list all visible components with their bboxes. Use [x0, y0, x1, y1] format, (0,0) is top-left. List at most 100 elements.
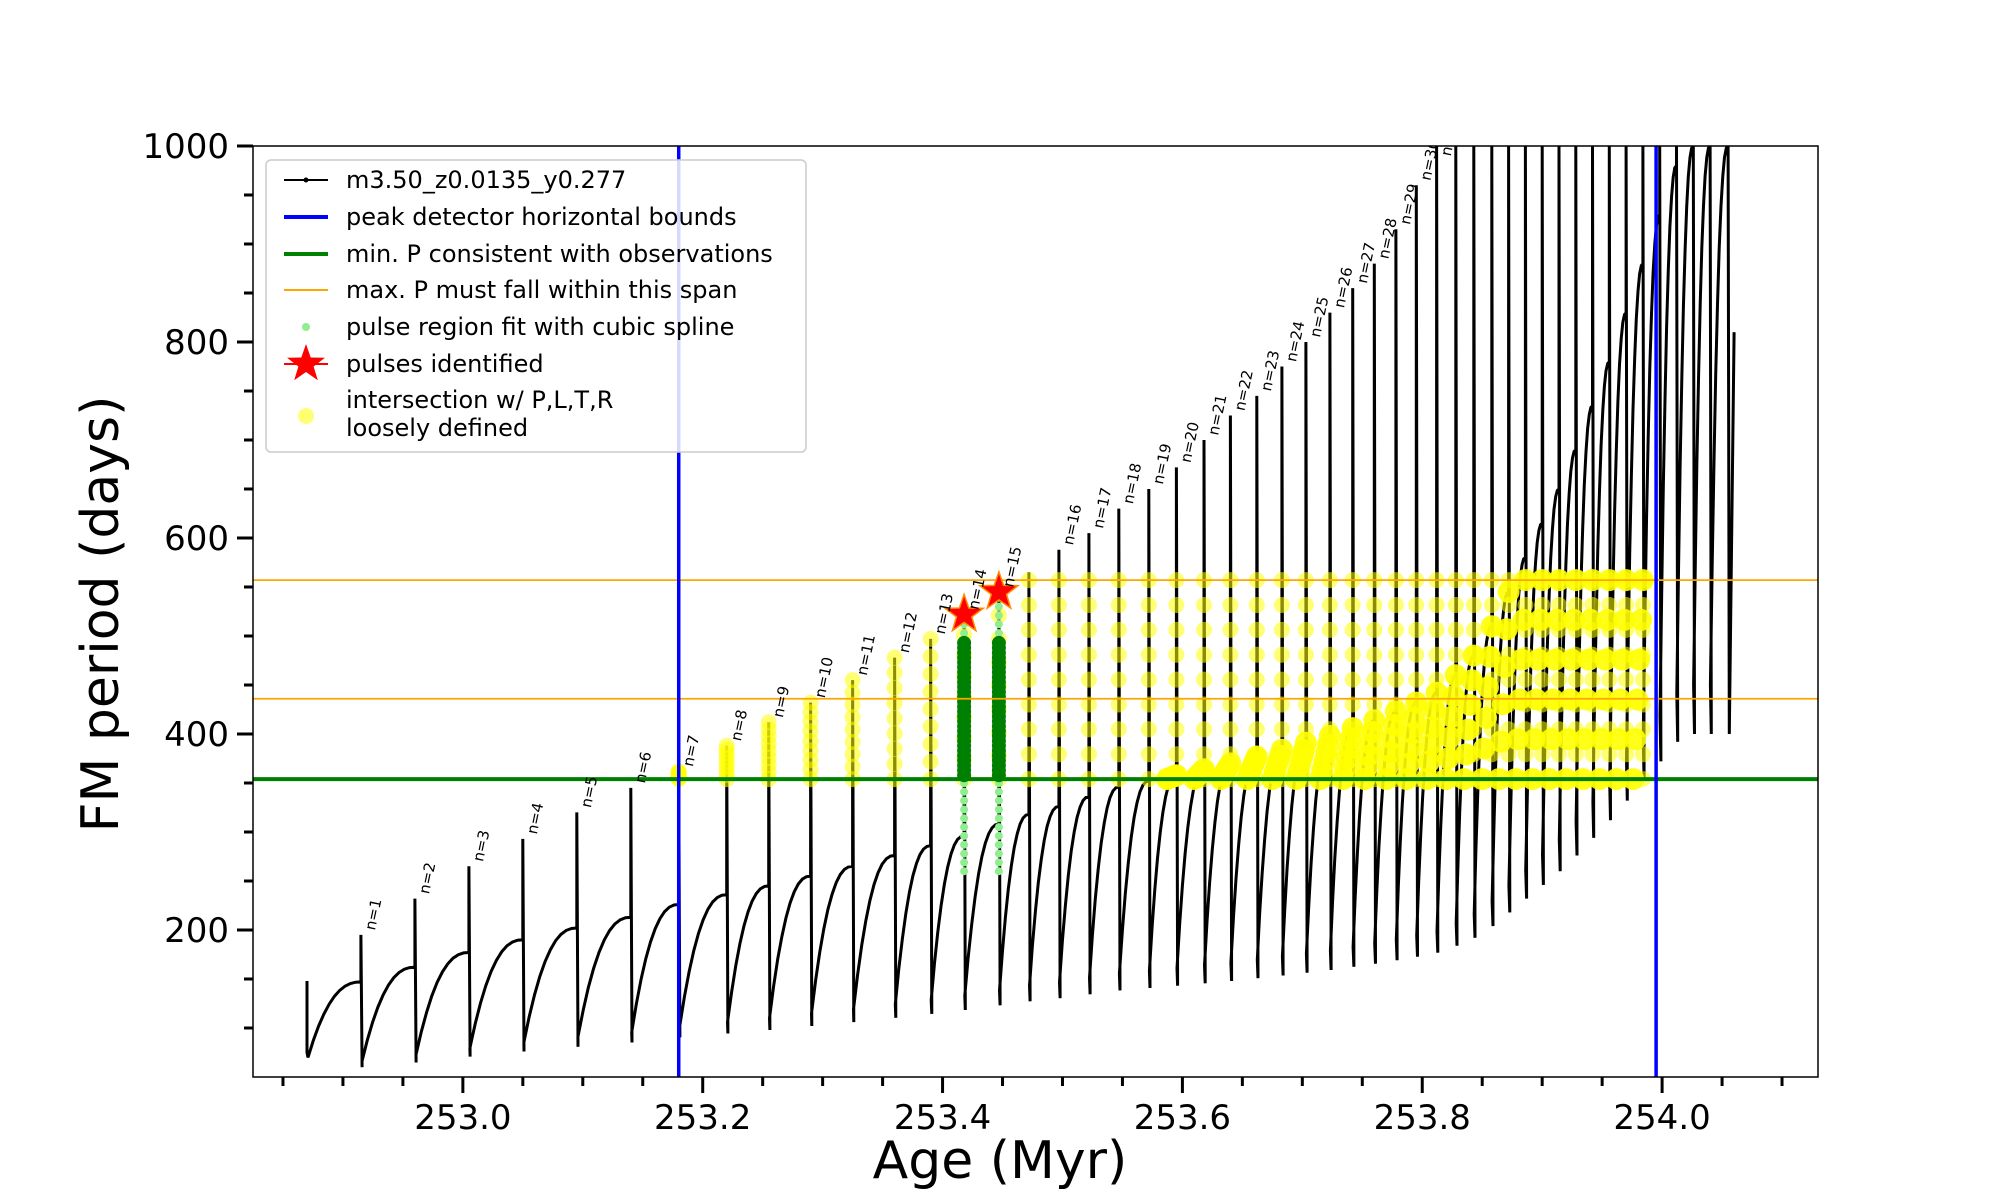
intersection-point: [1080, 746, 1097, 763]
spline-fit-point: [960, 823, 969, 832]
pulse-label: n=9: [769, 684, 793, 719]
intersection-point: [1618, 671, 1635, 688]
spline-fit-point: [960, 629, 969, 638]
intersection-point: [1418, 750, 1440, 773]
intersection-point: [1110, 621, 1127, 638]
pulse-label: n=4: [523, 801, 547, 836]
intersection-point: [1140, 597, 1157, 613]
intersection-point: [1523, 728, 1546, 751]
intersection-point: [1110, 696, 1127, 713]
intersection-point: [1222, 696, 1239, 713]
intersection-point: [1408, 646, 1425, 663]
intersection-point: [1439, 726, 1462, 749]
intersection-point: [886, 740, 903, 757]
legend-label: intersection w/ P,L,T,R: [346, 386, 613, 414]
pulse-label: n=14: [964, 567, 990, 611]
intersection-point: [1222, 646, 1239, 663]
intersection-point: [1584, 597, 1601, 613]
legend-model-marker: [303, 177, 309, 183]
intersection-point: [886, 679, 903, 696]
intersection-point: [1020, 621, 1037, 638]
intersection-point: [1168, 746, 1185, 763]
intersection-point: [1495, 618, 1518, 641]
intersection-point: [1140, 721, 1157, 738]
intersection-point: [1405, 691, 1428, 714]
intersection-point: [1489, 730, 1512, 753]
intersection-point: [1080, 621, 1097, 638]
intersection-point: [1050, 746, 1067, 763]
intersection-point: [1421, 716, 1444, 739]
intersection-point: [1168, 621, 1185, 638]
intersection-point: [1493, 655, 1516, 678]
pulse-label: n=30: [1417, 138, 1443, 182]
intersection-point: [1168, 597, 1185, 613]
intersection-point: [1540, 728, 1563, 751]
spline-fit-point: [994, 805, 1003, 814]
intersection-point: [922, 736, 939, 752]
intersection-point: [1196, 597, 1212, 613]
intersection-point: [1193, 758, 1215, 781]
intersection-point: [1584, 746, 1601, 763]
legend-label: pulses identified: [346, 350, 544, 378]
intersection-point: [1562, 608, 1585, 631]
pulse-label: n=19: [1149, 442, 1175, 486]
intersection-point: [1248, 621, 1265, 638]
pulse-label: n=16: [1059, 503, 1085, 547]
legend-box: [265, 159, 807, 453]
intersection-point: [1601, 746, 1618, 763]
intersection-point: [1442, 685, 1465, 707]
intersection-point: [1437, 747, 1460, 770]
spline-fit-point: [960, 814, 969, 823]
spline-fit-point: [994, 849, 1003, 858]
intersection-point: [1222, 597, 1239, 613]
spline-fit-point: [994, 787, 1003, 796]
intersection-point: [1080, 696, 1097, 713]
pulse-label: n=22: [1231, 368, 1257, 412]
intersection-point: [844, 734, 861, 750]
intersection-point: [1273, 597, 1290, 613]
intersection-point: [1344, 646, 1361, 663]
intersection-point: [1020, 646, 1037, 663]
y-tick-label: 200: [164, 911, 229, 951]
intersection-point: [1546, 608, 1568, 631]
intersection-point: [1248, 646, 1265, 663]
intersection-point: [1529, 608, 1552, 631]
intersection-point: [1273, 671, 1290, 688]
intersection-point: [1560, 648, 1583, 671]
intersection-point: [1321, 646, 1338, 663]
intersection-point: [1387, 597, 1404, 613]
intersection-point: [1408, 597, 1425, 613]
intersection-point: [1020, 746, 1037, 763]
intersection-point: [1387, 671, 1404, 688]
intersection-point: [1270, 738, 1293, 761]
intersection-point: [922, 666, 939, 682]
spline-fit-point: [994, 620, 1003, 629]
intersection-point: [1050, 597, 1067, 613]
intersection-point: [1297, 646, 1314, 663]
pulse-label: n=21: [1204, 393, 1230, 437]
intersection-point: [1196, 721, 1212, 738]
intersection-point: [760, 714, 777, 731]
pulse-label: n=29: [1396, 182, 1422, 226]
intersection-point: [1248, 597, 1265, 613]
x-tick-label: 253.4: [894, 1098, 991, 1138]
intersection-point: [1140, 696, 1157, 713]
pulse-star-marker: [977, 569, 1021, 610]
spline-fit-point: [960, 796, 969, 805]
intersection-point: [1196, 621, 1212, 638]
intersection-point: [1497, 580, 1520, 603]
pulse-label: n=18: [1119, 461, 1145, 505]
intersection-point: [1020, 597, 1037, 613]
intersection-point: [1050, 621, 1067, 638]
intersection-point: [1248, 721, 1265, 738]
intersection-point: [922, 630, 939, 647]
intersection-point: [1590, 728, 1613, 751]
pulse-fit-point: [957, 635, 972, 650]
intersection-point: [1423, 699, 1446, 722]
x-axis-label: Age (Myr): [873, 1131, 1128, 1191]
model-track-line: [305, 146, 1736, 1068]
intersection-point: [1196, 671, 1212, 688]
intersection-point: [1196, 646, 1212, 663]
intersection-point: [1297, 671, 1314, 688]
pulse-label: n=31: [1437, 114, 1463, 158]
